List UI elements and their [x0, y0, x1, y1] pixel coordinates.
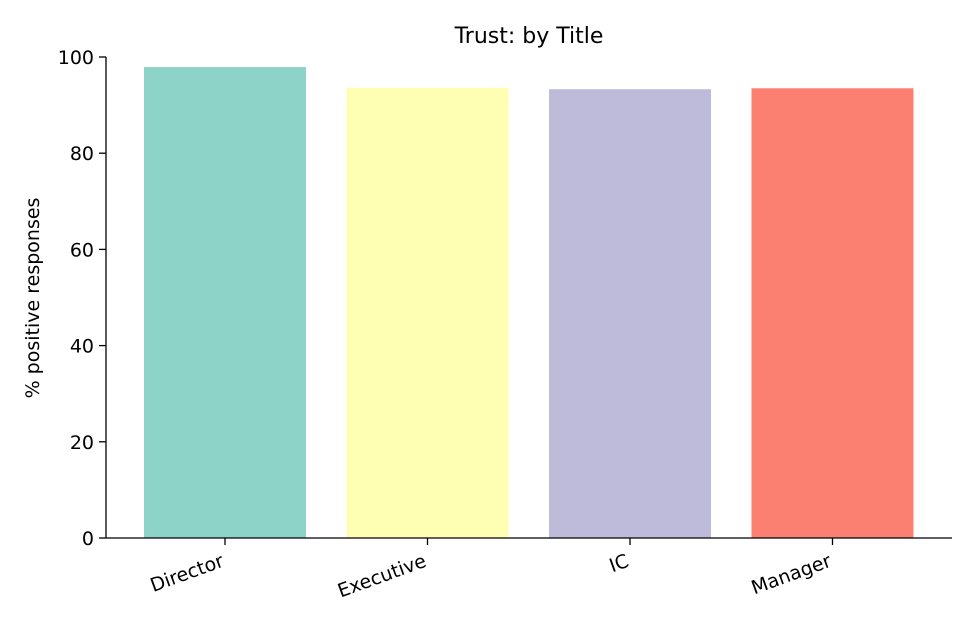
chart-title: Trust: by Title — [454, 24, 604, 49]
bar-ic — [549, 89, 711, 539]
bar-director — [144, 67, 306, 538]
y-tick-label: 0 — [82, 528, 94, 550]
x-tick-label-manager: Manager — [748, 550, 834, 599]
y-axis-label: % positive responses — [22, 198, 44, 399]
x-axis: Director Executive IC Manager — [106, 537, 952, 602]
bar-executive — [346, 87, 509, 538]
y-tick-label: 60 — [70, 239, 94, 261]
x-tick-label-director: Director — [147, 550, 226, 597]
y-axis: 0 20 40 60 80 100 — [58, 47, 107, 550]
y-tick-label: 100 — [58, 47, 94, 69]
y-tick-label: 40 — [70, 336, 94, 358]
x-tick-label-executive: Executive — [335, 550, 429, 602]
y-tick-label: 80 — [70, 143, 94, 165]
bar-manager — [751, 88, 914, 538]
x-tick-label-ic: IC — [606, 550, 631, 577]
y-tick-label: 20 — [70, 432, 94, 454]
bars-group — [144, 67, 914, 539]
